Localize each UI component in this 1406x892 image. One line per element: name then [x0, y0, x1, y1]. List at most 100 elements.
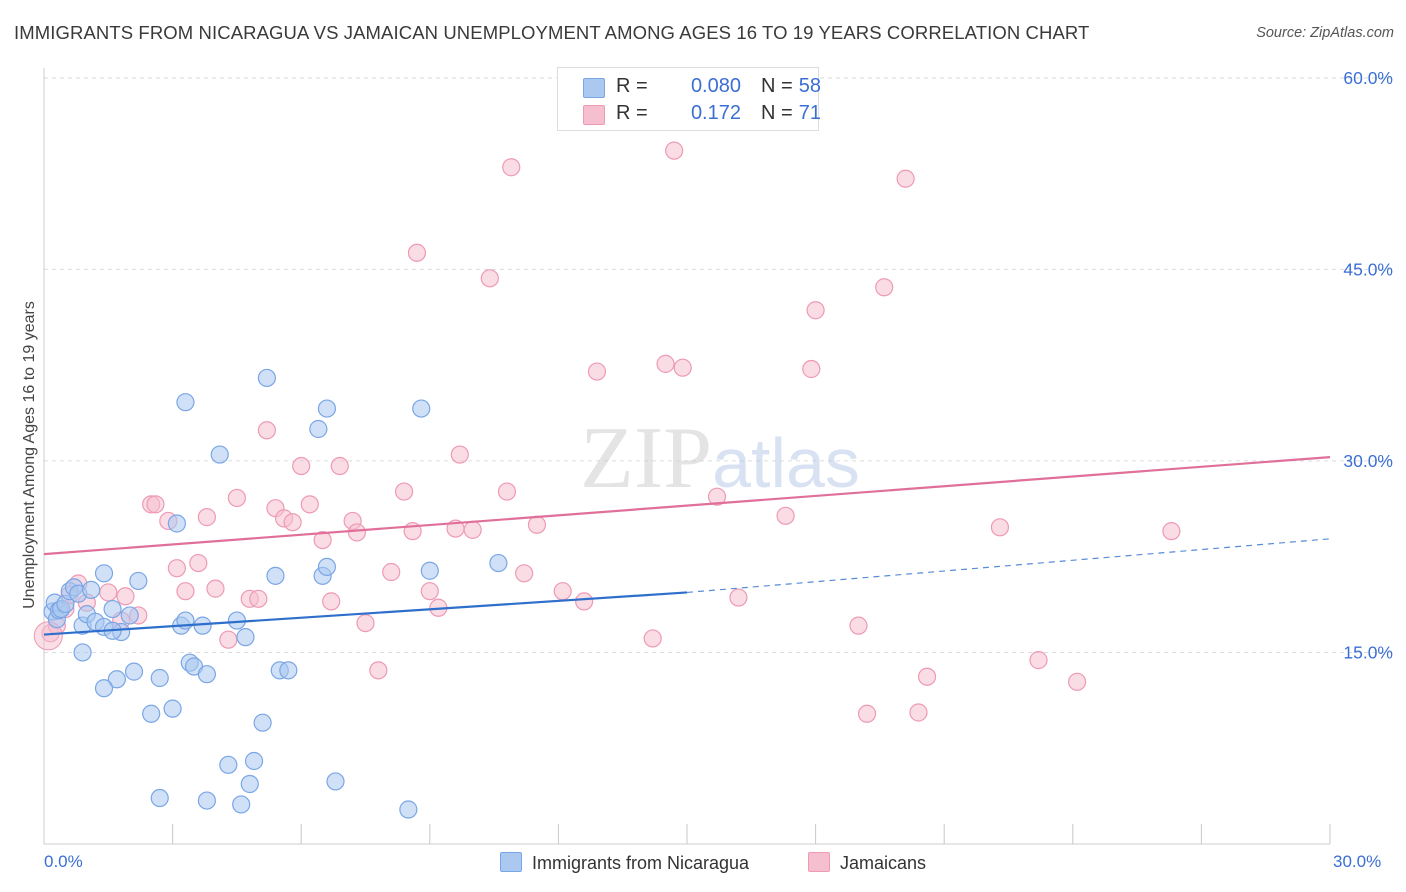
data-point [1067, 672, 1087, 691]
bottom-legend-jamaicans: Jamaicans [808, 852, 926, 874]
y-tick-label: 45.0% [1343, 259, 1393, 279]
trend-lines [43, 455, 1331, 636]
data-point [707, 487, 727, 506]
data-point [253, 713, 272, 732]
data-point [497, 482, 517, 501]
bottom-legend-swatch-pink [808, 852, 830, 872]
data-point [399, 800, 418, 819]
data-point [197, 508, 216, 527]
data-point [167, 559, 186, 578]
data-point [244, 751, 264, 771]
x-tick-label-max: 30.0% [1333, 852, 1382, 871]
data-point [300, 495, 319, 514]
data-point [330, 456, 349, 476]
data-point [309, 419, 328, 439]
data-point [326, 772, 345, 791]
legend-r-value: 0.080 [690, 75, 741, 97]
data-point [150, 788, 169, 808]
data-point [356, 613, 375, 633]
data-point [665, 141, 684, 160]
data-point [279, 661, 298, 680]
data-point [116, 587, 135, 606]
data-point [656, 354, 675, 373]
data-point [176, 393, 195, 412]
data-point [489, 553, 508, 573]
data-point [124, 662, 144, 681]
data-point [1029, 651, 1048, 670]
legend-n-label: N = [761, 75, 793, 97]
data-point [802, 359, 821, 379]
watermark-atlas: atlas [712, 424, 860, 502]
legend-swatch-blue [583, 78, 605, 98]
data-point [515, 564, 534, 583]
bottom-legend-swatch-blue [500, 852, 522, 872]
bottom-legend-nicaragua: Immigrants from Nicaragua [500, 852, 749, 874]
grid-lines [44, 77, 1392, 653]
data-point [420, 582, 439, 601]
watermark: ZIPatlas [580, 410, 860, 507]
y-tick-label: 60.0% [1343, 68, 1393, 88]
data-point [875, 278, 894, 297]
data-point [317, 399, 337, 418]
data-point [480, 269, 499, 288]
data-point [527, 515, 547, 534]
legend-n-value: 71 [798, 102, 821, 124]
y-tick-label: 15.0% [1343, 642, 1393, 662]
data-point [210, 445, 229, 464]
data-point [167, 514, 186, 533]
data-point [232, 795, 251, 814]
data-point [420, 561, 439, 580]
data-point [849, 616, 868, 635]
data-point [575, 592, 594, 611]
data-point [776, 506, 795, 525]
data-point [896, 169, 915, 188]
data-point [82, 580, 101, 599]
data-point [407, 243, 427, 262]
data-point [189, 553, 208, 573]
data-point [369, 661, 388, 680]
data-point [313, 530, 332, 550]
legend-r-value: 0.172 [690, 102, 741, 124]
data-point [1162, 522, 1181, 541]
legend-r-label: R = [616, 102, 648, 124]
data-point [94, 679, 114, 698]
x-tick-label-min: 0.0% [44, 852, 83, 871]
data-point [249, 589, 268, 608]
data-point [990, 518, 1010, 537]
bottom-legend-label: Jamaicans [840, 853, 927, 873]
data-point [73, 643, 92, 662]
legend-n-label: N = [761, 102, 793, 124]
data-point [857, 704, 877, 723]
data-point [412, 399, 431, 418]
data-point [283, 513, 302, 532]
data-point [99, 583, 118, 602]
data-point [382, 562, 401, 582]
data-point [236, 628, 255, 647]
data-point [219, 755, 238, 774]
data-point [146, 495, 165, 514]
data-point [197, 665, 216, 684]
data-point [347, 523, 367, 542]
data-point [163, 699, 182, 718]
watermark-zip: ZIP [580, 410, 712, 507]
legend-swatch-pink [583, 105, 605, 125]
trend-line-nicaragua-extension [686, 538, 1331, 594]
data-point [394, 482, 414, 501]
y-tick-label: 30.0% [1343, 451, 1393, 471]
data-point [206, 579, 225, 598]
legend-r-label: R = [616, 75, 648, 97]
data-point [806, 301, 825, 320]
data-point [322, 592, 341, 611]
data-point [219, 630, 238, 649]
data-point [107, 670, 126, 689]
y-tick-labels: 15.0% 30.0% 45.0% 60.0% [1343, 68, 1393, 663]
trend-line-nicaragua [43, 591, 688, 636]
data-point [129, 571, 148, 591]
data-point [729, 588, 748, 607]
data-point [463, 520, 482, 539]
chart-title: IMMIGRANTS FROM NICARAGUA VS JAMAICAN UN… [14, 22, 1090, 43]
data-point [317, 557, 337, 577]
data-point [587, 362, 607, 381]
data-point [257, 421, 277, 440]
